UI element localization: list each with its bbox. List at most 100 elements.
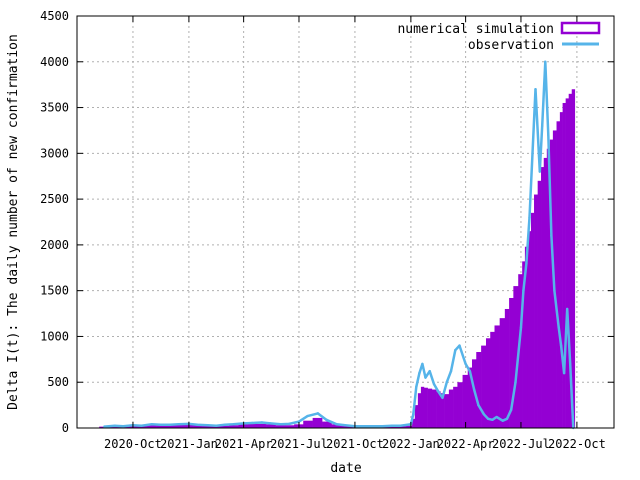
obs-point (150, 423, 154, 426)
sim-bar (284, 425, 295, 428)
x-tick-label: 2021-Oct (326, 437, 384, 451)
sim-bar (568, 93, 573, 429)
sim-bar (494, 325, 500, 428)
x-tick-label: 2022-Apr (437, 437, 495, 451)
y-tick-label: 2000 (40, 238, 69, 252)
sim-bar (229, 425, 239, 428)
sim-bar (174, 423, 185, 428)
sim-bar (220, 425, 230, 428)
obs-point (569, 362, 572, 366)
obs-point (449, 370, 453, 373)
legend-sim-swatch (560, 21, 601, 35)
sim-bar (303, 420, 313, 428)
sim-bar (562, 102, 566, 428)
obs-point (279, 423, 282, 426)
sim-bar (490, 331, 495, 428)
plot-frame (76, 15, 615, 429)
obs-point (519, 326, 523, 329)
sim-bar (340, 425, 351, 428)
obs-point (418, 371, 421, 375)
obs-point (534, 88, 537, 91)
obs-point (215, 424, 218, 427)
sim-bar (331, 424, 342, 428)
sim-bar (322, 421, 332, 428)
obs-point (415, 385, 418, 388)
obs-point (445, 381, 448, 384)
obs-point (505, 417, 509, 421)
obs-point (113, 424, 116, 427)
sim-bar (165, 424, 175, 428)
y-tick-label: 1000 (40, 329, 69, 343)
sim-bar (518, 274, 523, 428)
sim-bar (436, 391, 441, 428)
obs-point (122, 424, 125, 428)
obs-point (550, 234, 553, 237)
obs-point (196, 423, 199, 426)
obs-point (316, 412, 320, 415)
sim-bar (202, 425, 213, 428)
sim-bar (266, 424, 276, 428)
obs-point (250, 421, 254, 425)
obs-point (547, 133, 550, 137)
obs-point (559, 344, 563, 347)
sim-bars (99, 89, 576, 429)
obs-point (362, 424, 365, 428)
sim-bar (522, 261, 526, 428)
sim-bar (156, 424, 166, 428)
obs-point (421, 362, 424, 366)
obs-point (477, 403, 480, 407)
obs-point (454, 348, 457, 352)
obs-point (510, 408, 513, 411)
sim-bar (440, 393, 445, 428)
x-tick-labels: 2020-Oct2021-Jan2021-Apr2021-Jul2021-Oct… (104, 437, 606, 451)
x-tick-label: 2022-Jul (492, 437, 550, 451)
obs-point (206, 424, 209, 427)
obs-point (468, 370, 472, 373)
y-tick-label: 4000 (40, 55, 69, 69)
obs-point (223, 423, 226, 426)
sim-bar (405, 425, 413, 428)
sim-bar (485, 338, 491, 428)
obs-point (140, 424, 143, 427)
sim-bar (448, 389, 454, 428)
obs-point (437, 390, 440, 393)
obs-point (177, 423, 180, 426)
sim-bar (146, 425, 157, 428)
obs-point (432, 382, 436, 386)
sim-bar (275, 425, 286, 428)
x-tick-label: 2021-Jul (270, 437, 328, 451)
x-tick-label: 2021-Apr (215, 437, 273, 451)
sim-bar (530, 212, 535, 428)
sim-bar (423, 387, 428, 428)
obs-point (531, 152, 534, 155)
sim-bar (462, 374, 469, 428)
obs-point (288, 422, 291, 426)
axis-ticks (77, 15, 614, 429)
sim-bar (543, 157, 548, 428)
obs-line-layer (103, 60, 575, 430)
sim-bar (427, 388, 433, 428)
sim-bar (571, 89, 576, 428)
sim-bar (420, 386, 425, 428)
sim-bar (109, 426, 120, 428)
sim-bar (504, 308, 510, 428)
obs-point (381, 424, 384, 428)
sim-bar (193, 425, 203, 428)
obs-point (269, 422, 272, 425)
sim-bar (412, 418, 416, 428)
sim-bar (481, 345, 487, 428)
x-tick-label: 2020-Oct (104, 437, 162, 451)
obs-point (565, 307, 569, 311)
x-tick-label: 2021-Jan (160, 437, 218, 451)
obs-point (486, 417, 490, 421)
obs-point (343, 424, 347, 427)
y-tick-label: 1500 (40, 284, 69, 298)
y-tick-label: 3000 (40, 146, 69, 160)
sim-bar (396, 426, 407, 428)
sim-bar (431, 389, 437, 428)
sim-bar (559, 112, 563, 428)
sim-bar (546, 148, 551, 428)
obs-point (482, 413, 486, 416)
obs-point (472, 388, 476, 391)
sim-bar (537, 180, 542, 428)
